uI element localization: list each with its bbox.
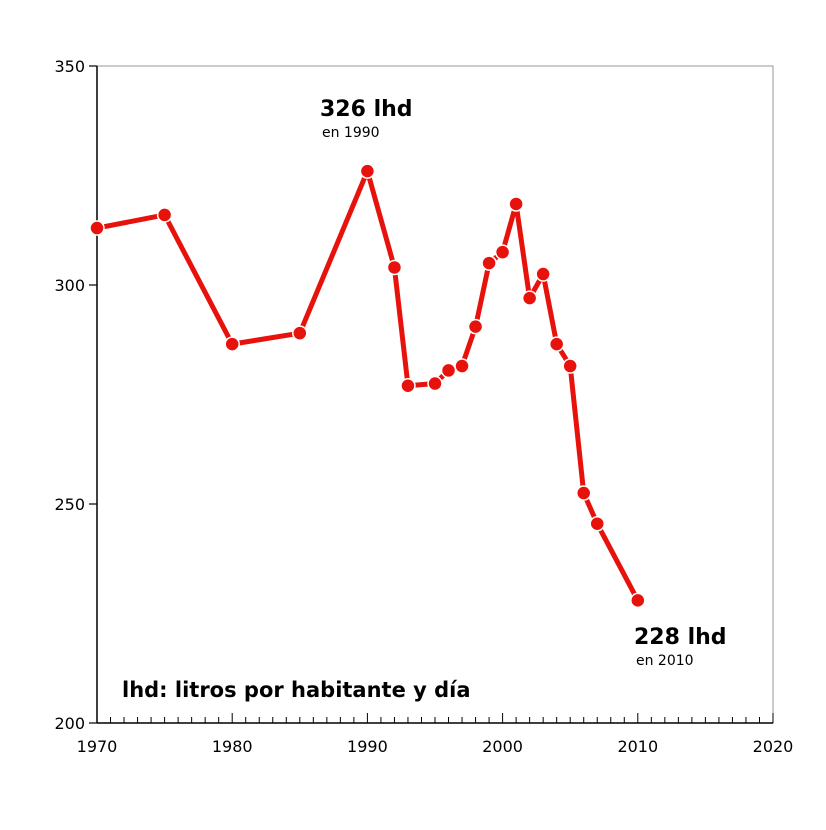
x-tick-label: 2010 <box>617 737 658 756</box>
data-point <box>427 375 443 392</box>
y-axis-labels: 200 250 300 350 <box>54 57 85 733</box>
x-tick-label: 1970 <box>77 737 118 756</box>
x-axis-labels: 1970 1980 1990 2000 2010 2020 <box>77 737 794 756</box>
data-point <box>548 336 565 352</box>
data-point <box>440 362 457 379</box>
chart-note: lhd: litros por habitante y día <box>122 678 471 702</box>
data-point <box>535 266 551 282</box>
data-point <box>575 485 592 501</box>
y-tick-label: 250 <box>54 495 85 514</box>
data-point <box>467 318 484 335</box>
data-point <box>89 220 105 236</box>
annotation-peak-subtitle: en 1990 <box>322 125 380 141</box>
annotation-last-subtitle: en 2010 <box>636 653 694 669</box>
data-point <box>562 358 578 374</box>
data-point <box>359 163 376 179</box>
data-point <box>386 259 403 276</box>
y-tick-label: 200 <box>54 714 85 733</box>
data-point <box>521 290 538 306</box>
plot-area <box>96 65 774 724</box>
y-tick-label: 300 <box>54 276 85 295</box>
data-point <box>508 196 524 212</box>
x-tick-label: 1990 <box>347 737 388 756</box>
data-point <box>292 325 308 341</box>
data-point <box>156 207 173 223</box>
annotation-last-title: 228 lhd <box>634 625 727 650</box>
data-point <box>454 358 470 374</box>
data-point <box>400 377 416 394</box>
x-tick-label: 1980 <box>212 737 253 756</box>
data-point <box>630 592 646 609</box>
data-point <box>494 244 511 260</box>
data-point <box>589 515 605 532</box>
data-point <box>481 255 497 271</box>
annotation-peak-title: 326 lhd <box>320 97 413 122</box>
x-tick-label: 2020 <box>753 737 794 756</box>
x-tick-label: 2000 <box>482 737 523 756</box>
y-tick-label: 350 <box>54 57 85 76</box>
series-group <box>89 163 646 609</box>
data-point <box>224 336 240 352</box>
